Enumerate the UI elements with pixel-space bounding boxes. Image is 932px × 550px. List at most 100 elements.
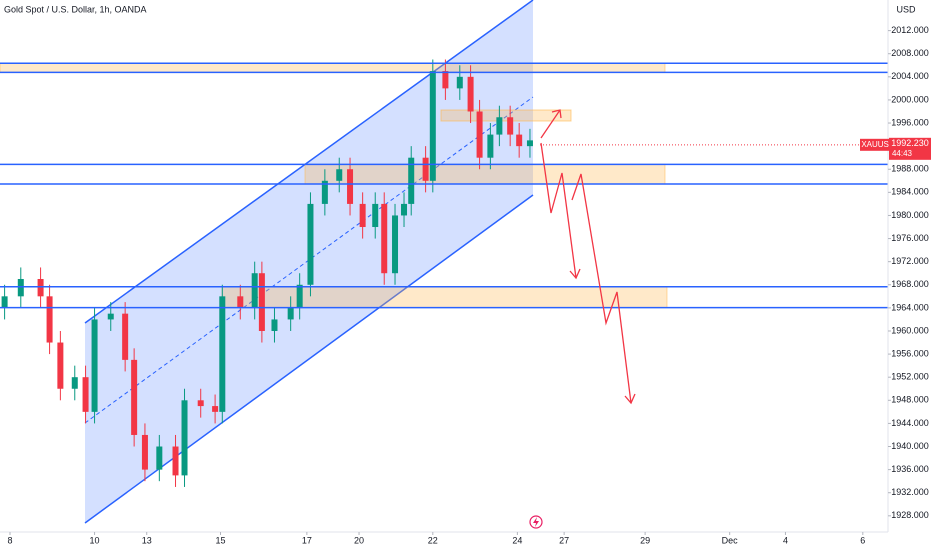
candle-body	[526, 140, 533, 147]
price-tag-label: 1992.230	[891, 138, 929, 148]
y-tick-label: 1968.000	[891, 279, 929, 289]
y-tick-label: 1936.000	[891, 464, 929, 474]
candle-body	[181, 400, 188, 476]
candle-body	[37, 278, 44, 297]
symbol-tag	[860, 138, 896, 151]
candle-body	[17, 278, 24, 297]
candle-body	[372, 203, 379, 228]
candle-body	[296, 284, 303, 308]
y-tick-label: 2000.000	[891, 94, 929, 104]
candle-body	[442, 71, 449, 89]
x-tick-label: 8	[7, 535, 12, 545]
y-tick-label: 1956.000	[891, 348, 929, 358]
x-tick-label: 13	[142, 535, 152, 545]
x-tick-label: 27	[559, 535, 569, 545]
countdown: 44:43	[892, 149, 913, 158]
arrow-head	[551, 109, 562, 119]
arrow	[540, 142, 577, 279]
candle-body	[1, 296, 8, 308]
symbol-label: XAUUSD	[861, 140, 895, 149]
candle-body	[487, 134, 494, 158]
y-tick-label: 2012.000	[891, 25, 929, 35]
candle-body	[321, 180, 328, 204]
y-tick-label: 1928.000	[891, 510, 929, 520]
x-tick-label: 15	[215, 535, 225, 545]
candle-body	[392, 215, 399, 274]
candle-body	[408, 157, 415, 204]
forecast-arrows	[540, 109, 636, 405]
zone	[304, 163, 666, 185]
arrow	[571, 173, 632, 404]
y-tick-label: 1964.000	[891, 302, 929, 312]
candle-body	[359, 203, 366, 228]
x-tick-label: 10	[90, 535, 100, 545]
axis-labels: 1928.000 1932.000 1936.000 1940.000 1944.000…	[7, 25, 928, 545]
candle-body	[82, 377, 89, 412]
candle-body	[429, 71, 436, 181]
y-tick-label: 2004.000	[891, 71, 929, 81]
candle-body	[219, 296, 226, 412]
zone	[440, 109, 572, 122]
y-tick-label: 1980.000	[891, 210, 929, 220]
candle-body	[91, 319, 98, 412]
candle-body	[46, 296, 53, 343]
candle-body	[156, 446, 163, 470]
price-tag	[889, 137, 931, 160]
candle-body	[307, 203, 314, 285]
candle-body	[336, 169, 343, 181]
x-tick-label: 24	[512, 535, 522, 545]
candle-body	[57, 342, 64, 389]
channel-mid	[84, 96, 534, 424]
candle-body	[172, 446, 179, 476]
candle-body	[251, 273, 258, 308]
x-tick-label: 29	[640, 535, 650, 545]
candle-body	[496, 117, 503, 135]
price-axis	[888, 0, 932, 550]
candle-body	[401, 203, 408, 216]
x-tick-label: Dec	[722, 535, 739, 545]
candle-body	[107, 313, 114, 320]
y-tick-label: 1972.000	[891, 256, 929, 266]
candle-body	[71, 377, 78, 389]
candle-body	[347, 169, 354, 204]
y-tick-label: 1984.000	[891, 187, 929, 197]
chart-title: Gold Spot / U.S. Dollar, 1h, OANDA	[4, 4, 147, 14]
y-tick-label: 1948.000	[891, 395, 929, 405]
lightning-icon[interactable]	[529, 515, 543, 529]
x-tick-label: 20	[354, 535, 364, 545]
arrow-head	[624, 393, 636, 405]
y-tick-label: 1988.000	[891, 164, 929, 174]
candle-body	[516, 134, 523, 147]
y-tick-label: 1952.000	[891, 372, 929, 382]
y-tick-label: 1960.000	[891, 325, 929, 335]
candle-body	[422, 157, 429, 181]
y-tick-label: 1976.000	[891, 233, 929, 243]
x-tick-label: 17	[302, 535, 312, 545]
y-tick-label: 1940.000	[891, 441, 929, 451]
candles	[1, 59, 533, 487]
zone	[0, 62, 666, 73]
candle-body	[258, 273, 265, 331]
candle-body	[141, 434, 148, 470]
candle-body	[271, 319, 278, 331]
candle-body	[212, 406, 219, 412]
y-tick-label: 1996.000	[891, 117, 929, 127]
candle-body	[122, 313, 129, 360]
candle-body	[507, 117, 514, 135]
arrow	[540, 109, 561, 139]
candle-body	[197, 400, 204, 407]
y-tick-label: 1932.000	[891, 487, 929, 497]
x-tick-label: 22	[428, 535, 438, 545]
arrow-head	[569, 268, 581, 280]
x-tick-label: 4	[783, 535, 788, 545]
channel-upper	[84, 0, 534, 324]
x-tick-label: 6	[860, 535, 865, 545]
y-tick-label: 2008.000	[891, 48, 929, 58]
y-tick-label: 1944.000	[891, 418, 929, 428]
candle-body	[237, 296, 244, 308]
candle-body	[476, 111, 483, 158]
candle-body	[131, 359, 138, 435]
candle-body	[287, 307, 294, 320]
candle-body	[467, 76, 474, 112]
